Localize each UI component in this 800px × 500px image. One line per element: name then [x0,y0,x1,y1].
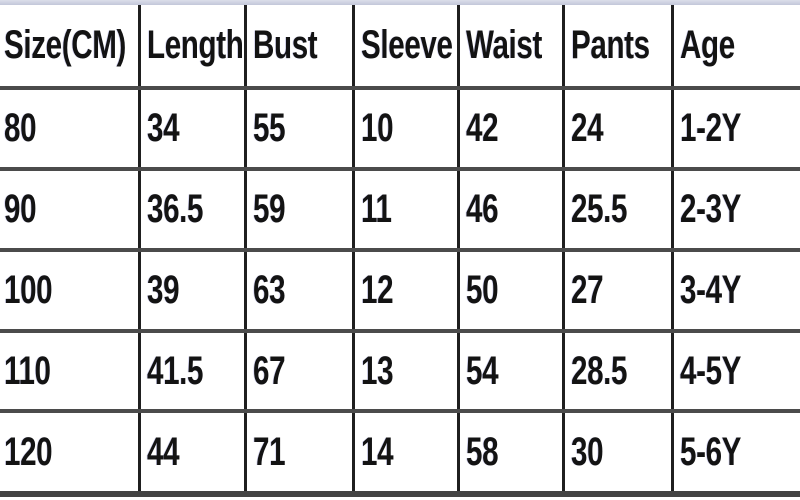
column-header-age: Age [670,5,800,88]
table-cell: 3-4Y [670,247,800,331]
table-cell: 10 [351,86,458,169]
table-cell: 13 [351,328,458,412]
table-row-size-100: 100 39 63 12 50 27 3-4Y [0,247,800,331]
size-chart-table: Size(CM) Length Bust Sleeve Waist Pants … [0,5,800,497]
table-cell: 67 [243,328,353,412]
table-cell: 44 [137,409,245,497]
column-header-waist: Waist [456,5,563,88]
table-row-size-110: 110 41.5 67 13 54 28.5 4-5Y [0,328,800,412]
table-cell: 100 [0,247,139,331]
table-cell: 25.5 [561,166,672,250]
table-cell: 1-2Y [670,86,800,169]
table-cell: 39 [137,247,245,331]
header-row: Size(CM) Length Bust Sleeve Waist Pants … [0,5,800,88]
table-row-size-120: 120 44 71 14 58 30 5-6Y [0,409,800,497]
column-header-bust: Bust [243,5,353,88]
table-cell: 30 [561,409,672,497]
column-header-label: Waist [465,23,542,67]
table-cell: 59 [243,166,353,250]
table-cell: 12 [351,247,458,331]
table-cell: 34 [137,86,245,169]
column-header-length: Length [137,5,245,88]
table-cell: 90 [0,166,139,250]
table-cell: 120 [0,409,139,497]
table-cell: 14 [351,409,458,497]
column-header-label: Bust [252,23,318,67]
table-cell: 28.5 [561,328,672,412]
table-cell: 42 [456,86,563,169]
table-cell: 27 [561,247,672,331]
table-cell: 71 [243,409,353,497]
column-header-size: Size(CM) [0,5,139,88]
table-cell: 58 [456,409,563,497]
table-row-size-80: 80 34 55 10 42 24 1-2Y [0,86,800,169]
table-cell: 63 [243,247,353,331]
table-cell: 5-6Y [670,409,800,497]
table-cell: 110 [0,328,139,412]
table-row-size-90: 90 36.5 59 11 46 25.5 2-3Y [0,166,800,250]
table-cell: 46 [456,166,563,250]
column-header-label: Age [679,23,735,67]
column-header-label: Sleeve [360,23,453,67]
table-cell: 80 [0,86,139,169]
column-header-pants: Pants [561,5,672,88]
top-edge-strip [0,0,800,5]
table-cell: 4-5Y [670,328,800,412]
table-cell: 41.5 [137,328,245,412]
column-header-label: Size(CM) [4,23,127,67]
table-cell: 50 [456,247,563,331]
table-cell: 2-3Y [670,166,800,250]
table-cell: 54 [456,328,563,412]
table-cell: 36.5 [137,166,245,250]
column-header-label: Pants [570,23,650,67]
column-header-sleeve: Sleeve [351,5,458,88]
table-cell: 11 [351,166,458,250]
table-cell: 24 [561,86,672,169]
table-cell: 55 [243,86,353,169]
column-header-label: Length [146,23,244,67]
